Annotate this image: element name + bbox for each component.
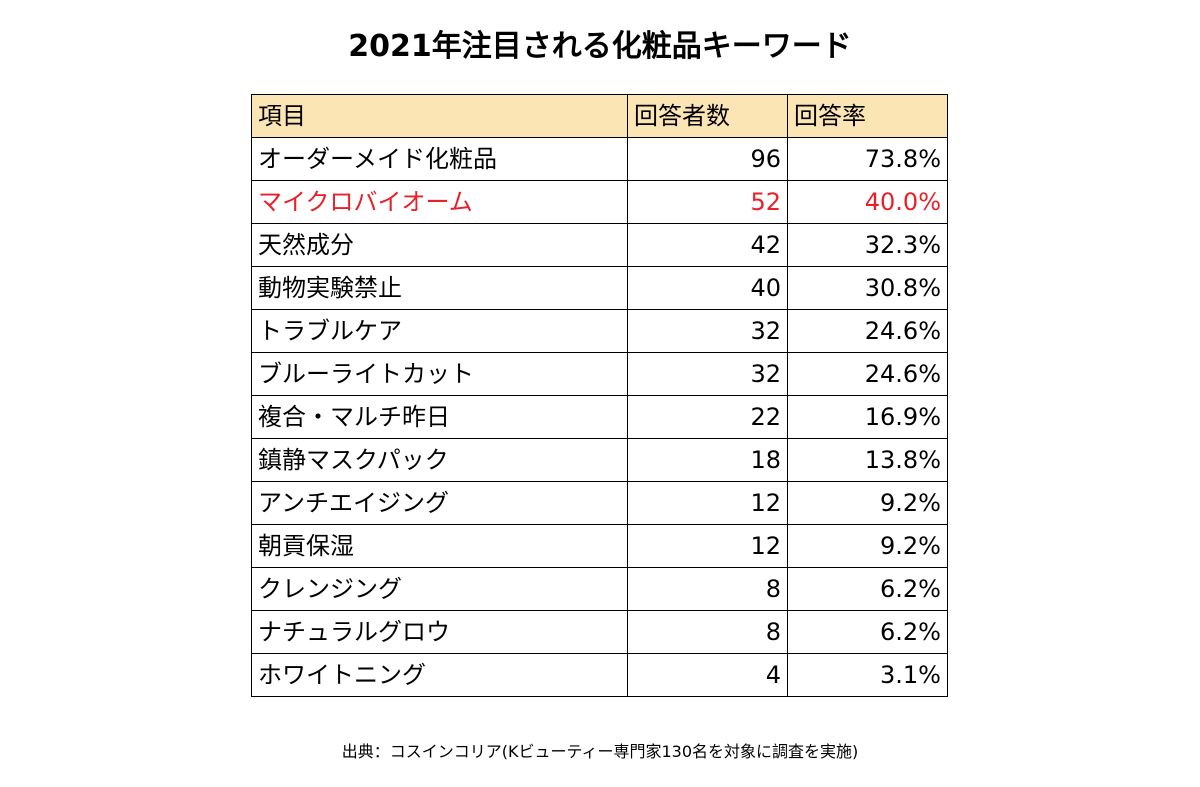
- row-rate-cell: 24.6%: [787, 352, 948, 396]
- row-rate-cell: 40.0%: [787, 180, 948, 224]
- row-item-cell: ホワイトニング: [251, 653, 628, 697]
- row-rate-cell: 32.3%: [787, 223, 948, 267]
- row-rate-cell: 13.8%: [787, 438, 948, 482]
- row-item-cell: アンチエイジング: [251, 481, 628, 525]
- row-count-cell: 22: [627, 395, 788, 439]
- row-item-cell: オーダーメイド化粧品: [251, 137, 628, 181]
- row-rate-cell: 16.9%: [787, 395, 948, 439]
- row-item-cell: 朝貢保湿: [251, 524, 628, 568]
- row-rate-cell: 24.6%: [787, 309, 948, 353]
- row-rate-cell: 6.2%: [787, 610, 948, 654]
- row-rate-cell: 9.2%: [787, 481, 948, 525]
- keyword-table: 項目 回答者数 回答率 オーダーメイド化粧品 96 73.8% マイクロバイオーム 52…: [251, 94, 948, 697]
- row-item-cell: 動物実験禁止: [251, 266, 628, 310]
- row-count-cell: 52: [627, 180, 788, 224]
- row-count-cell: 12: [627, 481, 788, 525]
- row-item-cell: ナチュラルグロウ: [251, 610, 628, 654]
- table-row: 複合・マルチ昨日 22 16.9%: [251, 395, 948, 439]
- table-row: マイクロバイオーム 52 40.0%: [251, 180, 948, 224]
- row-count-cell: 32: [627, 309, 788, 353]
- table-body: オーダーメイド化粧品 96 73.8% マイクロバイオーム 52 40.0% 天然成分 42 3…: [251, 137, 948, 697]
- row-count-cell: 4: [627, 653, 788, 697]
- row-count-cell: 96: [627, 137, 788, 181]
- row-count-cell: 40: [627, 266, 788, 310]
- table-row: 朝貢保湿 12 9.2%: [251, 524, 948, 568]
- source-note: 出典：コスインコリア(Kビューティー専門家130名を対象に調査を実施): [341, 742, 859, 761]
- row-item-cell: 複合・マルチ昨日: [251, 395, 628, 439]
- row-item-cell: 鎮静マスクパック: [251, 438, 628, 482]
- table-row: アンチエイジング 12 9.2%: [251, 481, 948, 525]
- table-row: トラブルケア 32 24.6%: [251, 309, 948, 353]
- table-row: クレンジング 8 6.2%: [251, 567, 948, 611]
- column-header-count: 回答者数: [627, 94, 788, 138]
- row-rate-cell: 6.2%: [787, 567, 948, 611]
- row-count-cell: 18: [627, 438, 788, 482]
- row-rate-cell: 3.1%: [787, 653, 948, 697]
- row-count-cell: 42: [627, 223, 788, 267]
- row-item-cell: マイクロバイオーム: [251, 180, 628, 224]
- page-title: 2021年注目される化粧品キーワード: [348, 29, 852, 64]
- row-item-cell: ブルーライトカット: [251, 352, 628, 396]
- row-count-cell: 8: [627, 610, 788, 654]
- table-row: ホワイトニング 4 3.1%: [251, 653, 948, 697]
- table-header-row: 項目 回答者数 回答率: [251, 94, 948, 138]
- table-row: ブルーライトカット 32 24.6%: [251, 352, 948, 396]
- row-item-cell: トラブルケア: [251, 309, 628, 353]
- table-row: ナチュラルグロウ 8 6.2%: [251, 610, 948, 654]
- column-header-item: 項目: [251, 94, 628, 138]
- row-count-cell: 12: [627, 524, 788, 568]
- row-item-cell: クレンジング: [251, 567, 628, 611]
- row-count-cell: 8: [627, 567, 788, 611]
- row-count-cell: 32: [627, 352, 788, 396]
- table-row: 鎮静マスクパック 18 13.8%: [251, 438, 948, 482]
- row-rate-cell: 73.8%: [787, 137, 948, 181]
- column-header-rate: 回答率: [787, 94, 948, 138]
- table-row: オーダーメイド化粧品 96 73.8%: [251, 137, 948, 181]
- table-row: 天然成分 42 32.3%: [251, 223, 948, 267]
- table-row: 動物実験禁止 40 30.8%: [251, 266, 948, 310]
- row-rate-cell: 9.2%: [787, 524, 948, 568]
- row-rate-cell: 30.8%: [787, 266, 948, 310]
- row-item-cell: 天然成分: [251, 223, 628, 267]
